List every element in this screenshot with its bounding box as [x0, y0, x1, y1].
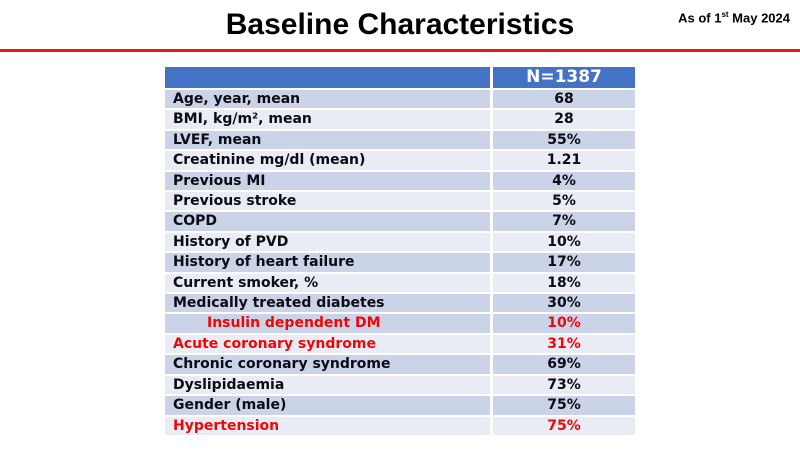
row-value: 7%: [493, 212, 635, 233]
row-value: 30%: [493, 294, 635, 315]
table-row: LVEF, mean 55%: [165, 130, 635, 152]
row-label: History of heart failure: [165, 253, 493, 274]
header-empty-cell: [165, 67, 493, 90]
row-value: 69%: [493, 355, 635, 376]
table-row: Creatinine mg/dl (mean) 1.21: [165, 151, 635, 172]
table-row: History of PVD 10%: [165, 232, 635, 254]
baseline-characteristics-table: N=1387 Age, year, mean 68 BMI, kg/m², mean…: [165, 67, 635, 437]
row-label: Hypertension: [165, 416, 493, 437]
as-of-prefix: As of 1: [678, 10, 722, 26]
table-row: Age, year, mean 68: [165, 90, 635, 111]
table-body: Age, year, mean 68 BMI, kg/m², mean 28 LVEF,…: [165, 90, 635, 437]
row-value: 75%: [493, 416, 635, 437]
row-label: Age, year, mean: [165, 90, 493, 111]
table-row: Previous MI 4%: [165, 171, 635, 193]
as-of-date: As of 1st May 2024: [678, 10, 790, 25]
row-label: Acute coronary syndrome: [165, 334, 493, 356]
table-row: Gender (male) 75%: [165, 396, 635, 417]
row-value: 31%: [493, 334, 635, 356]
row-value: 1.21: [493, 151, 635, 172]
table-row: Medically treated diabetes 30%: [165, 294, 635, 315]
table-row: Dyslipidaemia 73%: [165, 375, 635, 397]
table-row: Hypertension 75%: [165, 416, 635, 437]
row-label: BMI, kg/m², mean: [165, 110, 493, 131]
row-label: Previous stroke: [165, 192, 493, 213]
row-label: Dyslipidaemia: [165, 375, 493, 397]
row-value: 4%: [493, 171, 635, 193]
row-label: COPD: [165, 212, 493, 233]
row-value: 10%: [493, 314, 635, 335]
row-value: 55%: [493, 130, 635, 152]
row-value: 5%: [493, 192, 635, 213]
as-of-superscript: st: [721, 10, 729, 19]
table-row: Current smoker, % 18%: [165, 273, 635, 295]
row-label: Gender (male): [165, 396, 493, 417]
row-label: Current smoker, %: [165, 273, 493, 295]
row-label: Chronic coronary syndrome: [165, 355, 493, 376]
row-label: Previous MI: [165, 171, 493, 193]
table-row: Chronic coronary syndrome 69%: [165, 355, 635, 376]
row-value: 28: [493, 110, 635, 131]
page-title: Baseline Characteristics: [225, 8, 575, 41]
row-label: Creatinine mg/dl (mean): [165, 151, 493, 172]
table-header-row: N=1387: [165, 67, 635, 90]
table-row: BMI, kg/m², mean 28: [165, 110, 635, 131]
row-label: LVEF, mean: [165, 130, 493, 152]
as-of-suffix: May 2024: [728, 10, 790, 26]
row-value: 18%: [493, 273, 635, 295]
table-row: COPD 7%: [165, 212, 635, 233]
row-label: Medically treated diabetes: [165, 294, 493, 315]
table-row: History of heart failure 17%: [165, 253, 635, 274]
header-n-cell: N=1387: [493, 67, 635, 90]
row-value: 17%: [493, 253, 635, 274]
row-label: History of PVD: [165, 232, 493, 254]
title-divider-line: [0, 49, 800, 52]
row-value: 68: [493, 90, 635, 111]
table-row: Acute coronary syndrome 31%: [165, 334, 635, 356]
row-value: 73%: [493, 375, 635, 397]
row-label: Insulin dependent DM: [165, 314, 493, 335]
row-value: 10%: [493, 232, 635, 254]
table-row: Previous stroke 5%: [165, 192, 635, 213]
row-value: 75%: [493, 396, 635, 417]
table-row: Insulin dependent DM 10%: [165, 314, 635, 335]
